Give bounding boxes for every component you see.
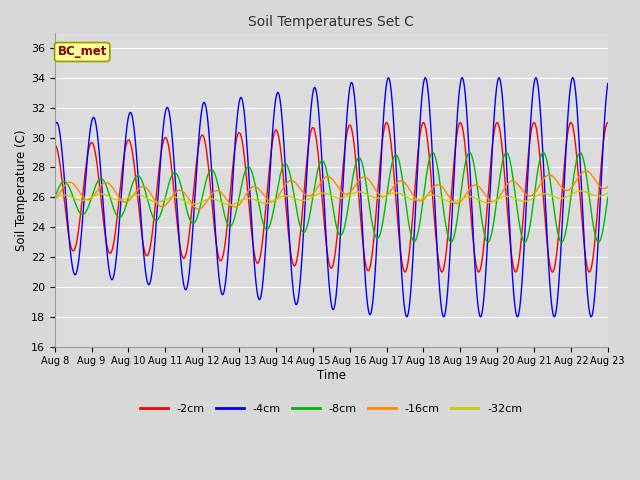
X-axis label: Time: Time xyxy=(317,369,346,382)
-16cm xyxy=(604,184,611,190)
-8cm xyxy=(552,215,559,220)
-4cm xyxy=(170,147,177,153)
-32cm xyxy=(170,194,177,200)
Text: BC_met: BC_met xyxy=(58,46,107,59)
-8cm xyxy=(385,177,393,182)
-8cm xyxy=(604,195,611,201)
-2cm xyxy=(395,231,403,237)
-32cm xyxy=(577,188,585,194)
-2cm xyxy=(604,120,612,125)
-16cm xyxy=(395,179,403,184)
-4cm xyxy=(604,81,612,86)
-2cm xyxy=(552,261,559,267)
-32cm xyxy=(395,191,403,196)
-32cm xyxy=(385,191,393,197)
-32cm xyxy=(226,202,234,208)
-16cm xyxy=(552,176,559,182)
-2cm xyxy=(205,171,213,177)
-2cm xyxy=(170,180,177,186)
-4cm xyxy=(385,76,393,82)
-32cm xyxy=(604,190,611,196)
Title: Soil Temperatures Set C: Soil Temperatures Set C xyxy=(248,15,414,29)
-4cm xyxy=(395,218,403,224)
-16cm xyxy=(582,168,589,174)
-32cm xyxy=(51,196,59,202)
-8cm xyxy=(51,194,59,200)
-2cm xyxy=(604,120,611,126)
-16cm xyxy=(51,197,59,203)
Line: -16cm: -16cm xyxy=(55,171,608,209)
-4cm xyxy=(588,314,595,320)
-16cm xyxy=(385,190,393,195)
Line: -4cm: -4cm xyxy=(55,78,608,317)
Legend: -2cm, -4cm, -8cm, -16cm, -32cm: -2cm, -4cm, -8cm, -16cm, -32cm xyxy=(136,399,527,418)
-8cm xyxy=(604,194,612,200)
-8cm xyxy=(170,170,177,176)
-4cm xyxy=(51,123,59,129)
-32cm xyxy=(604,190,612,196)
-2cm xyxy=(586,269,593,275)
-8cm xyxy=(595,239,602,245)
-16cm xyxy=(195,206,202,212)
-16cm xyxy=(604,184,612,190)
Line: -32cm: -32cm xyxy=(55,191,608,205)
-16cm xyxy=(170,192,177,198)
-8cm xyxy=(395,157,403,163)
-32cm xyxy=(552,194,559,200)
-2cm xyxy=(51,142,59,148)
Line: -2cm: -2cm xyxy=(55,122,608,272)
-8cm xyxy=(205,169,213,175)
-4cm xyxy=(205,133,213,139)
Y-axis label: Soil Temperature (C): Soil Temperature (C) xyxy=(15,129,28,251)
-16cm xyxy=(205,195,213,201)
-4cm xyxy=(569,75,577,81)
-4cm xyxy=(552,312,559,318)
-4cm xyxy=(604,82,611,87)
Line: -8cm: -8cm xyxy=(55,153,608,242)
-32cm xyxy=(205,196,213,202)
-8cm xyxy=(576,150,584,156)
-2cm xyxy=(385,127,393,132)
